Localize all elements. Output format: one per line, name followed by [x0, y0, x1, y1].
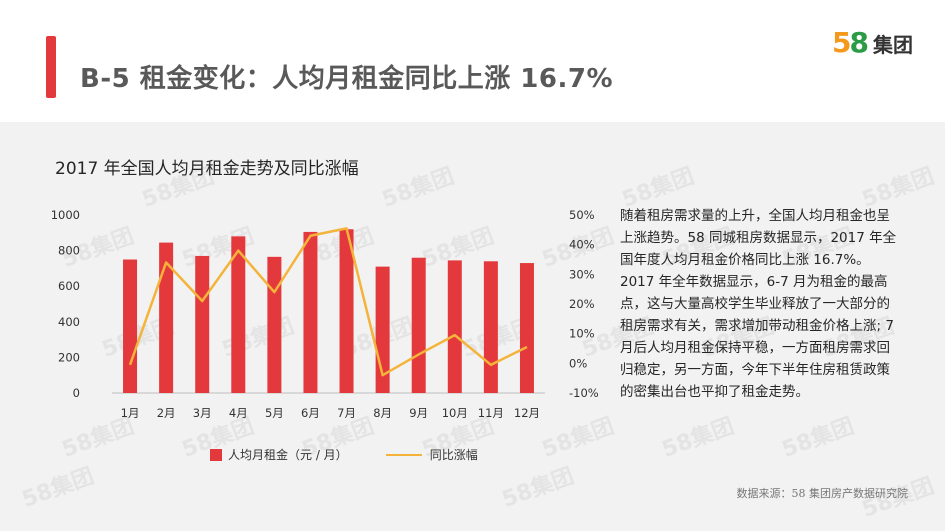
chart-title: 2017 年全国人均月租金走势及同比涨幅: [55, 159, 359, 179]
left-axis-tick-label: 800: [58, 244, 80, 258]
header: B-5 租金变化：人均月租金同比上涨 16.7% 5 8 集团: [0, 0, 945, 122]
rent-bar: [159, 242, 174, 393]
legend-line-swatch: [385, 453, 422, 456]
x-axis-tick-label: 5月: [265, 406, 284, 420]
logo-text: 集团: [872, 32, 913, 57]
rent-bar: [303, 231, 318, 393]
right-axis-tick-label: 20%: [569, 297, 595, 311]
left-axis-tick-label: 1000: [51, 208, 80, 222]
x-axis-tick-label: 8月: [373, 406, 392, 420]
analysis-paragraph-2: 2017 年全年数据显示，6-7 月为租金的最高点，这与大量高校学生毕业释放了一…: [620, 274, 894, 400]
x-axis-tick-label: 12月: [514, 406, 540, 420]
content-panel: [0, 122, 945, 531]
x-axis-tick-label: 9月: [409, 406, 428, 420]
right-axis-tick-label: 50%: [569, 208, 595, 222]
analysis-text: 随着租房需求量的上升，全国人均月租金也呈上涨趋势。58 同城租房数据显示，201…: [620, 205, 900, 403]
left-axis-tick-label: 200: [58, 350, 80, 364]
x-axis-tick-label: 4月: [229, 406, 248, 420]
rent-bar: [411, 257, 426, 393]
rent-bar: [123, 259, 138, 393]
legend-bar-label: 人均月租金（元 / 月）: [228, 448, 348, 462]
x-axis-tick-label: 7月: [337, 406, 356, 420]
rent-bar: [231, 236, 246, 393]
x-axis-tick-label: 6月: [301, 406, 320, 420]
right-axis-tick-label: -10%: [569, 386, 599, 400]
logo-number-5: 5: [832, 26, 852, 59]
left-axis-tick-label: 0: [73, 386, 80, 400]
right-axis-tick-label: 0%: [569, 356, 587, 370]
rent-bar: [447, 260, 462, 393]
page-title: B-5 租金变化：人均月租金同比上涨 16.7%: [80, 64, 614, 94]
legend-bar-swatch: [210, 448, 222, 461]
data-source: 数据来源：58 集团房产数据研究院: [736, 487, 909, 500]
rent-bar: [195, 255, 210, 393]
x-axis-tick-label: 1月: [121, 406, 140, 420]
left-axis-tick-label: 400: [58, 315, 80, 329]
logo-number-8: 8: [849, 26, 869, 59]
right-axis-tick-label: 40%: [569, 238, 595, 252]
rent-bar: [267, 256, 282, 393]
x-axis-tick-label: 11月: [478, 406, 504, 420]
right-axis-tick-label: 30%: [569, 267, 595, 281]
title-accent-bar: [46, 36, 56, 98]
left-axis-tick-label: 600: [58, 279, 80, 293]
analysis-paragraph-1: 随着租房需求量的上升，全国人均月租金也呈上涨趋势。58 同城租房数据显示，201…: [620, 208, 897, 268]
legend-line-label: 同比涨幅: [429, 448, 478, 462]
growth-rate-line: [128, 227, 528, 377]
chart-legend: 人均月租金（元 / 月） 同比涨幅: [210, 446, 478, 463]
x-axis-tick-label: 3月: [193, 406, 212, 420]
rent-chart: 0 200 400 600 800 1000 -10% 0% 10% 20% 30% 40% 50% 1月…: [51, 208, 599, 420]
right-axis-tick-label: 10%: [569, 327, 595, 341]
brand-logo: 5 8 集团: [832, 28, 913, 58]
rent-bar: [339, 229, 354, 393]
x-axis-tick-label: 10月: [442, 406, 468, 420]
x-axis-tick-label: 2月: [157, 406, 176, 420]
rent-bar: [483, 261, 498, 393]
rent-bar: [519, 263, 534, 393]
